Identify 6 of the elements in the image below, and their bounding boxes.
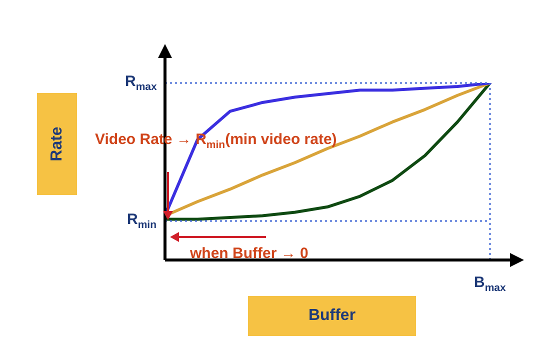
annotation: when Buffer → 0 [190,245,308,262]
text: B$_{max}$ [474,274,506,294]
text: Rate [48,126,66,162]
ref-line-label: R$_{min}$ [127,211,157,232]
ref-line-label: R$_{max}$ [125,73,157,93]
x-axis-title: Buffer [248,296,416,336]
